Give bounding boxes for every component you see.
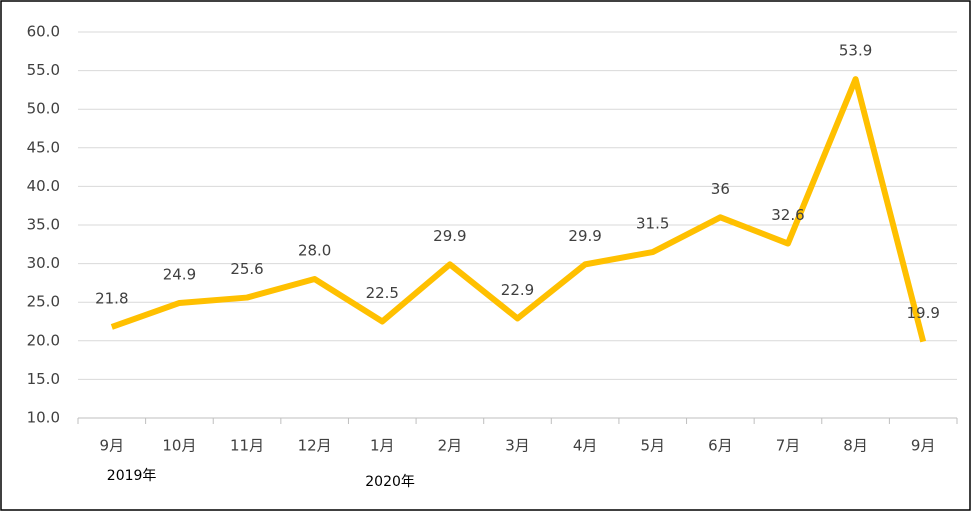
- data-label: 31.5: [636, 215, 669, 233]
- data-label: 53.9: [839, 42, 872, 60]
- x-tick-label: 12月: [298, 437, 332, 455]
- data-label: 25.6: [230, 260, 263, 278]
- x-tick-label: 5月: [640, 437, 665, 455]
- y-tick-label: 20.0: [27, 331, 60, 349]
- data-label: 36: [711, 180, 730, 198]
- x-tick-label: 2月: [438, 437, 463, 455]
- y-tick-label: 50.0: [27, 100, 60, 118]
- data-label: 32.6: [771, 206, 804, 224]
- x-tick-label: 1月: [370, 437, 395, 455]
- x-tick-label: 8月: [843, 437, 868, 455]
- data-label: 21.8: [95, 289, 128, 307]
- y-tick-label: 60.0: [27, 23, 60, 41]
- y-tick-label: 40.0: [27, 177, 60, 195]
- x-tick-label: 9月: [911, 437, 936, 455]
- y-tick-label: 45.0: [27, 138, 60, 156]
- x-tick-label: 11月: [230, 437, 264, 455]
- x-tick-label: 4月: [573, 437, 598, 455]
- data-label: 22.9: [501, 281, 534, 299]
- data-label: 19.9: [906, 304, 939, 322]
- data-label: 29.9: [568, 227, 601, 245]
- y-tick-label: 55.0: [27, 61, 60, 79]
- y-tick-label: 10.0: [27, 409, 60, 427]
- year-label: 2019年: [107, 468, 157, 484]
- x-tick-label: 3月: [505, 437, 530, 455]
- y-tick-label: 30.0: [27, 254, 60, 272]
- y-tick-label: 35.0: [27, 216, 60, 234]
- data-label: 22.5: [366, 284, 399, 302]
- line-series: [110, 76, 927, 343]
- data-label: 24.9: [163, 265, 196, 283]
- x-tick-label: 7月: [776, 437, 801, 455]
- y-tick-label: 15.0: [27, 370, 60, 388]
- year-label: 2020年: [365, 474, 415, 490]
- x-tick-label: 9月: [100, 437, 125, 455]
- x-tick-label: 10月: [162, 437, 196, 455]
- x-tick-label: 6月: [708, 437, 733, 455]
- y-tick-label: 25.0: [27, 293, 60, 311]
- data-label: 28.0: [298, 242, 331, 260]
- data-label: 29.9: [433, 227, 466, 245]
